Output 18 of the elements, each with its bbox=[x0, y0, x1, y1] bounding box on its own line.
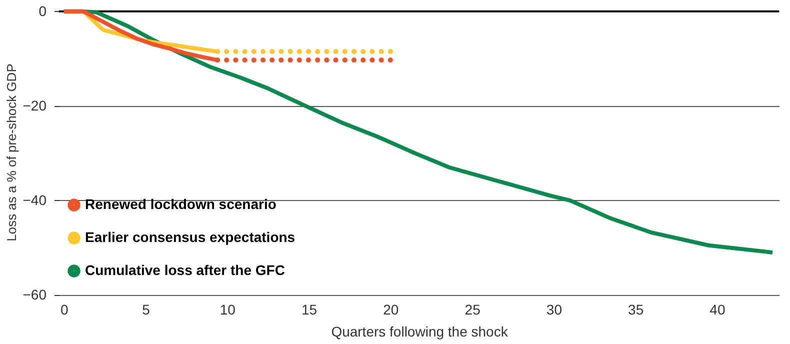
x-tick-label: 40 bbox=[710, 302, 726, 318]
x-tick-label: 15 bbox=[302, 302, 318, 318]
x-axis-title: Quarters following the shock bbox=[331, 324, 509, 340]
legend-label: Renewed lockdown scenario bbox=[85, 196, 276, 212]
legend-label: Earlier consensus expectations bbox=[85, 229, 296, 245]
legend-label: Cumulative loss after the GFC bbox=[85, 262, 285, 278]
y-tick-label: 0 bbox=[38, 2, 47, 19]
x-tick-label: 35 bbox=[628, 302, 644, 318]
x-tick-label: 25 bbox=[464, 302, 481, 318]
y-axis-title: Loss as a % of pre-shock GDP bbox=[4, 64, 19, 242]
x-tick-label: 30 bbox=[546, 302, 562, 318]
x-tick-label: 5 bbox=[142, 302, 150, 318]
x-tick-label: 0 bbox=[60, 302, 68, 318]
y-tick-label: −20 bbox=[22, 97, 47, 114]
y-tick-label: −60 bbox=[22, 286, 47, 302]
y-tick-label: −40 bbox=[22, 192, 47, 208]
x-tick-label: 10 bbox=[220, 302, 236, 318]
x-tick-label: 20 bbox=[383, 302, 399, 318]
